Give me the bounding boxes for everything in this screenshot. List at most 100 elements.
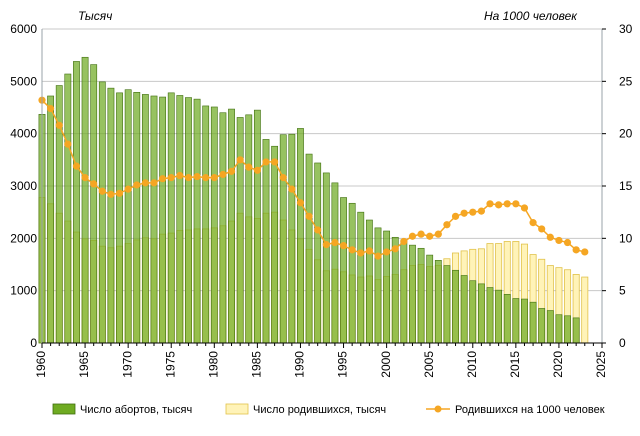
y-right-tick-label: 20 [619,127,633,141]
birth-rate-point [72,162,81,170]
legend-births-label: Число родившихся, тысяч [253,404,386,416]
birth-rate-point [417,230,425,238]
x-tick-label: 1990 [293,351,307,378]
abortions-bar [477,283,485,344]
x-tick-label: 1980 [206,351,220,378]
x-tick-label: 1970 [120,351,134,378]
abortions-bar [314,162,322,344]
y-left-tick-label: 0 [30,336,37,350]
birth-rate-point [460,209,468,217]
abortions-bar [486,287,494,344]
birth-rate-point [219,170,227,179]
birth-rate-point [451,212,460,220]
abortions-bar [81,56,89,344]
abortions-bar [443,265,451,344]
x-tick-label: 1985 [250,351,264,378]
abortions-bar [426,254,434,344]
abortions-bar [331,182,339,344]
y-right-tick-label: 10 [619,231,633,245]
birth-rate-point [107,190,115,198]
x-tick-label: 1995 [336,351,350,378]
abortions-bar [529,301,537,344]
x-tick-label: 2015 [508,351,522,378]
legend-abortions-swatch [52,403,76,415]
birth-rate-point [202,174,210,182]
abortions-bar [219,112,227,344]
abortions-bar [116,92,123,344]
abortions-bar [90,64,98,344]
birth-rate-point [581,248,589,256]
abortions-bar [228,108,235,344]
birth-rate-point [159,175,167,183]
tick-labels: 0100020003000400050006000051015202530196… [10,22,632,378]
birth-rate-point [245,163,253,171]
y-left-tick-label: 2000 [10,231,37,245]
birth-rate-point [253,166,261,174]
birth-rate-point [546,233,554,241]
birth-rate-point [227,167,236,175]
birth-rate-point [115,189,124,197]
birth-rate-point [477,207,485,215]
birth-rate-point [81,174,89,182]
abortions-bar [288,133,296,344]
abortions-bar [391,236,399,344]
y-left-tick-label: 1000 [10,284,37,298]
legend: Число абортов, тысяч Число родившихся, т… [52,403,605,416]
birth-rate-point [408,232,417,240]
birth-rate-point [374,252,382,260]
abortions-bar [340,197,347,344]
abortions-bar [460,275,468,344]
y-left-tick-label: 5000 [10,74,37,88]
abortions-bar [469,280,477,344]
birth-rate-point [555,236,563,245]
abortions-bar [546,310,554,344]
birth-rate-point [383,248,391,256]
birth-rate-point [288,185,296,193]
birth-rate-point [512,200,520,208]
birth-rate-point [503,200,511,208]
abortions-bar [133,92,141,344]
birth-rate-point [236,156,244,164]
birth-rate-point [348,246,356,254]
abortions-bar [538,308,546,344]
birth-rate-point [176,171,184,180]
abortions-bar [374,227,382,344]
abortions-bar [365,219,373,344]
abortions-bar [305,153,313,344]
birth-rate-point [47,104,55,113]
abortions-bar [564,315,571,344]
birth-rate-path [41,99,585,257]
x-tick-label: 2020 [551,351,565,378]
legend-births-swatch [225,403,249,415]
birth-rate-point [98,187,106,195]
legend-rate-marker [434,405,442,413]
abortions-bar [193,98,201,344]
birth-rate-point [357,249,365,257]
birth-rate-point [365,247,373,255]
birth-rate-point [520,204,529,212]
birth-rate-point [279,174,287,182]
birth-rate-point [443,221,451,229]
birth-rate-point [124,185,132,193]
x-tick-label: 2005 [422,351,436,378]
abortions-bar [383,230,391,344]
birth-rate-point [400,237,408,246]
x-tick-label: 2000 [379,351,393,378]
legend-abortions-label: Число абортов, тысяч [80,404,192,416]
birth-rate-point [271,158,279,166]
birth-rate-point [331,238,339,247]
abortions-bar [322,172,330,344]
birth-rate-point [305,212,313,220]
abortions-bar [107,87,115,344]
left-axis-title: Тысяч [78,9,112,23]
x-tick-label: 1960 [34,351,48,378]
y-right-tick-label: 0 [619,336,626,350]
abortions-bar [409,244,416,344]
abortions-bar [400,239,408,344]
abortions-bar [185,97,192,344]
birth-rate-point [150,179,158,187]
birth-rate-point [426,232,434,240]
legend-rate-label: Родившихся на 1000 человек [455,404,605,416]
y-left-tick-label: 6000 [10,22,37,36]
